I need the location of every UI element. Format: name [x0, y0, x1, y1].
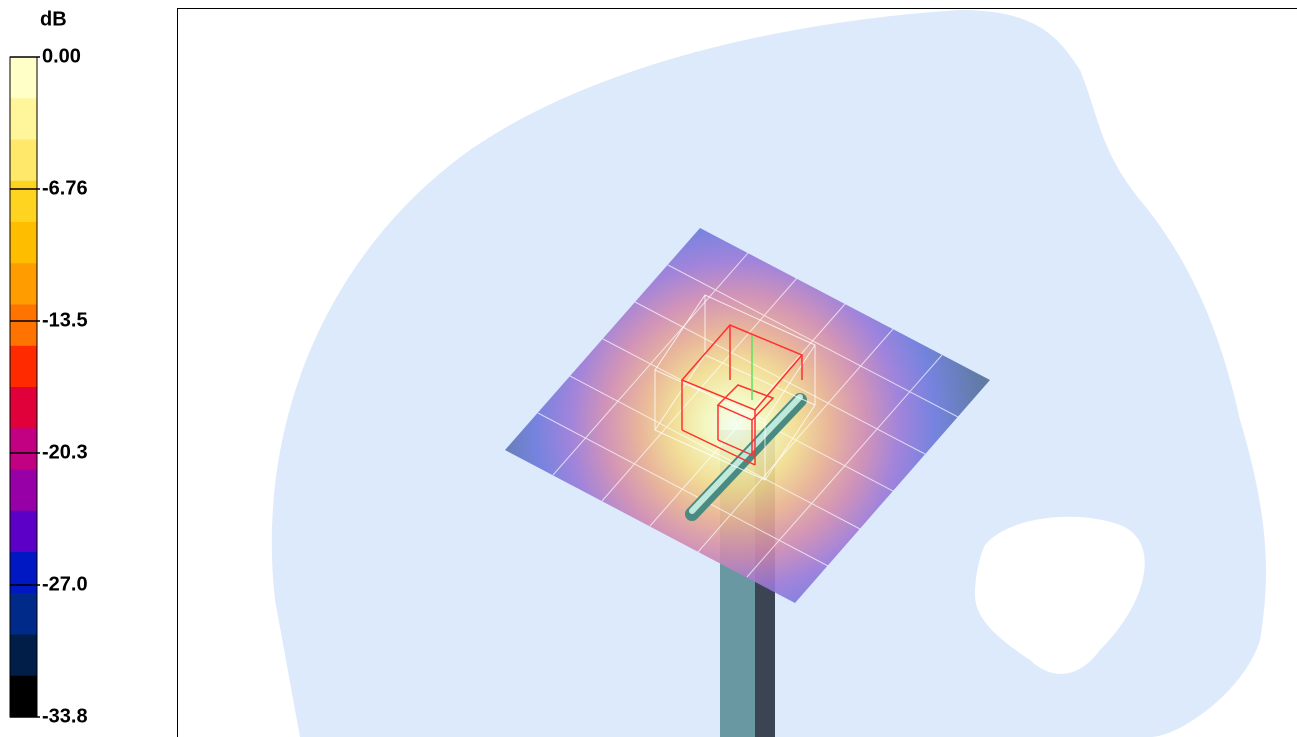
colorbar-band	[10, 263, 37, 305]
colorbar-band	[10, 222, 37, 264]
pattern-null	[975, 516, 1145, 674]
colorbar-band	[10, 139, 37, 182]
colorbar-label: -6.76	[42, 177, 88, 199]
antenna-box	[680, 324, 804, 466]
colorbar	[10, 57, 37, 718]
feed-rod-highlight	[689, 394, 803, 514]
colorbar-label: -20.3	[42, 441, 88, 463]
colorbar-band	[10, 98, 37, 140]
colorbar-label: -13.5	[42, 309, 88, 331]
colorbar-band	[10, 345, 37, 388]
colorbar-label: -27.0	[42, 573, 88, 595]
outer-box	[654, 294, 816, 481]
colorbar-band	[10, 57, 37, 99]
colorbar-band	[10, 634, 37, 677]
colorbar-band	[10, 428, 37, 470]
colorbar-band	[10, 304, 37, 347]
plane-grid	[537, 252, 959, 578]
colorbar-unit: dB	[40, 8, 67, 30]
colorbar-band	[10, 593, 37, 635]
colorbar-band	[10, 180, 37, 223]
colorbar-band	[10, 675, 37, 718]
colorbar-band	[10, 552, 37, 594]
colorbar-label: 0.00	[42, 45, 81, 67]
colorbar-band	[10, 387, 37, 429]
colorbar-band	[10, 469, 37, 512]
colorbar-band	[10, 510, 37, 553]
colorbar-label: -33.8	[42, 705, 88, 727]
